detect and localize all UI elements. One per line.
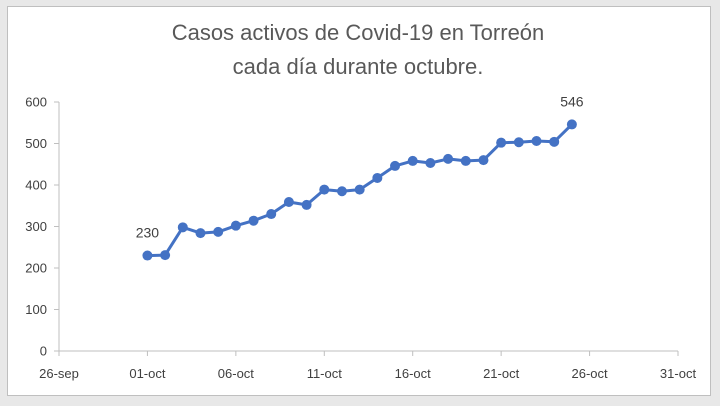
data-point [248, 215, 259, 226]
y-tick-label: 0 [40, 344, 47, 359]
y-tick-label: 400 [25, 178, 47, 193]
data-point [425, 158, 436, 169]
data-point [513, 137, 524, 148]
data-point [443, 153, 454, 164]
y-tick-label: 300 [25, 219, 47, 234]
x-tick-label: 01-oct [129, 366, 166, 381]
chart-frame [7, 6, 711, 396]
data-label: 230 [136, 225, 160, 241]
x-tick-label: 06-oct [218, 366, 255, 381]
chart-subtitle: cada día durante octubre. [232, 54, 484, 79]
data-point [301, 199, 312, 210]
data-point [195, 228, 206, 239]
data-point [142, 250, 153, 261]
x-tick-label: 21-oct [483, 366, 520, 381]
x-tick-label: 26-sep [39, 366, 79, 381]
x-tick-label: 26-oct [572, 366, 609, 381]
chart-title: Casos activos de Covid-19 en Torreón [171, 20, 545, 45]
data-point [566, 119, 577, 130]
data-point [496, 137, 507, 148]
y-tick-label: 600 [25, 95, 47, 110]
data-point [531, 136, 542, 147]
x-tick-label: 31-oct [660, 366, 697, 381]
data-point [213, 226, 224, 237]
y-tick-label: 500 [25, 136, 47, 151]
data-point [230, 220, 241, 231]
data-point [372, 172, 383, 183]
data-point [460, 155, 471, 166]
x-tick-label: 16-oct [395, 366, 432, 381]
data-point [549, 136, 560, 147]
data-point [283, 197, 294, 208]
data-point [177, 222, 188, 233]
data-point [319, 184, 330, 195]
data-point [478, 155, 489, 166]
data-point [266, 209, 277, 220]
y-tick-label: 100 [25, 302, 47, 317]
y-tick-label: 200 [25, 261, 47, 276]
data-label: 546 [560, 93, 584, 109]
data-point [160, 250, 171, 261]
data-point [407, 155, 418, 166]
x-tick-label: 11-oct [307, 366, 343, 381]
data-point [390, 160, 401, 171]
data-point [336, 186, 347, 197]
data-point [354, 184, 365, 195]
